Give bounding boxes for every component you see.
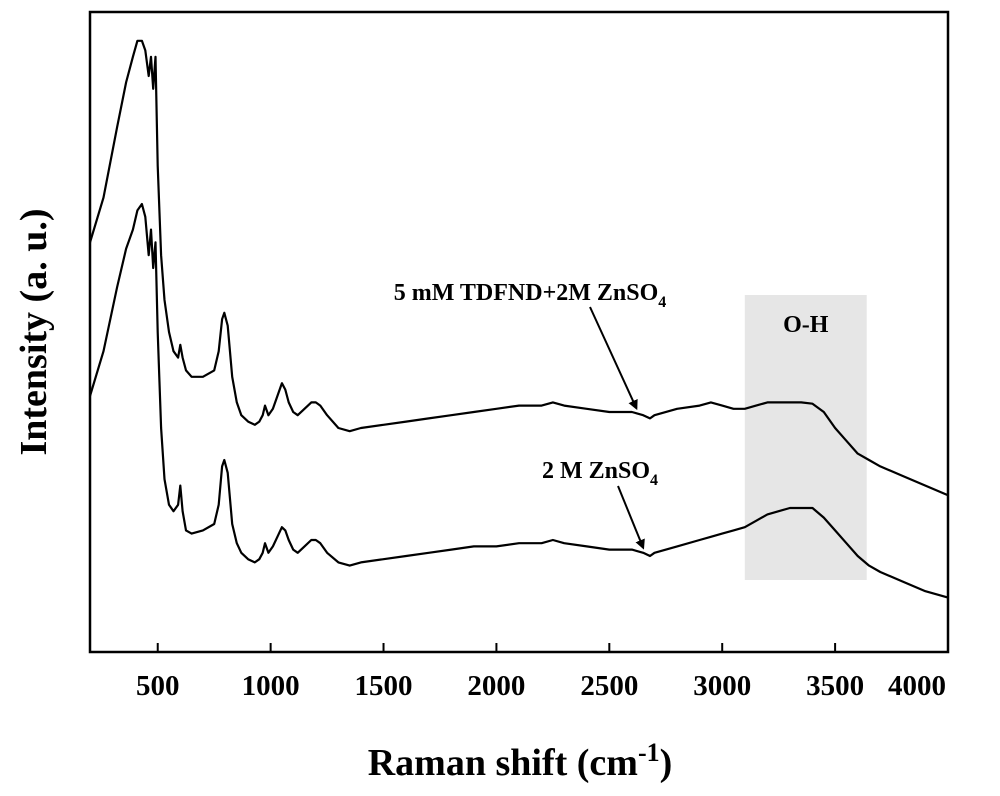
series-label-1: 2 M ZnSO4 [542, 458, 658, 489]
series-arrow-1 [617, 485, 645, 550]
series-label-0: 5 mM TDFND+2M ZnSO4 [394, 280, 667, 311]
x-axis-title: Raman shift (cm-1) [368, 738, 673, 784]
x-axis-ticks: 500 1000 1500 2000 2500 3000 3500 4000 [136, 643, 949, 702]
x-axis-title-main: Raman shift (cm [368, 742, 638, 784]
x-tick-label: 2500 [580, 670, 638, 702]
series-line-0 [88, 39, 949, 497]
x-tick-label: 1000 [242, 670, 300, 702]
x-tick-label: 3500 [806, 670, 864, 702]
oh-highlight-band [744, 295, 867, 580]
series-arrow-0 [589, 306, 638, 411]
x-axis-title-exponent: -1 [638, 738, 660, 767]
x-axis-title-close: ) [660, 742, 673, 784]
x-tick-label: 4000 [888, 670, 946, 702]
x-tick-label: 2000 [467, 670, 525, 702]
series-line-1 [88, 202, 949, 599]
series-group [88, 39, 949, 599]
x-tick-label: 1500 [355, 670, 413, 702]
x-tick-label: 3000 [693, 670, 751, 702]
series-annotations: 5 mM TDFND+2M ZnSO4 2 M ZnSO4 [394, 280, 667, 550]
y-axis-title: Intensity (a. u.) [13, 208, 55, 455]
plot-frame [88, 10, 950, 654]
oh-band-label: O-H [783, 312, 829, 338]
x-tick-label: 500 [136, 670, 180, 702]
